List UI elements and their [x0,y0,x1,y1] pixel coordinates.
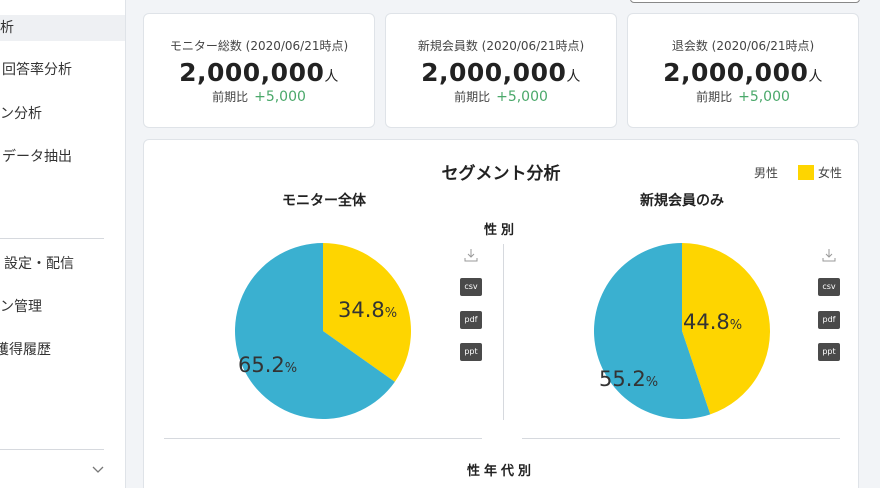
sidebar-item-label: 獲得履歴 [0,342,51,358]
chart-legend: 男性 女性 [754,164,842,181]
sidebar-item-label: 設定・配信 [4,256,74,272]
pct-unit: % [645,375,659,390]
stat-label: モニター総数 (2020/06/21時点) [169,39,349,53]
stat-delta: 前期比 +5,000 [628,88,858,105]
stat-unit: 人 [808,69,823,85]
stat-value: 2,000,000人 [628,58,858,87]
pdf-button[interactable]: pdf [460,311,482,329]
pie-slice-male [594,243,711,419]
age-gender-heading: 性年代別 [466,464,535,479]
sidebar-item-label: ン分析 [0,106,42,122]
delta-label: 前期比 [212,90,249,104]
stat-label: 新規会員数 (2020/06/21時点) [417,39,585,53]
pct-unit: % [384,306,398,321]
pct-unit: % [729,318,743,333]
column-divider [503,244,504,420]
pct-value: 34.8 [338,298,385,322]
legend-label-male: 男性 [753,166,778,180]
download-icon[interactable] [460,248,482,266]
column-title-new: 新規会員のみ [640,193,724,209]
sidebar-divider [0,238,104,239]
stat-delta: 前期比 +5,000 [144,88,374,105]
legend-label-female: 女性 [817,166,842,180]
pdf-button[interactable]: pdf [818,311,840,329]
sidebar-item-segment-analysis[interactable]: ン分析 [0,101,42,127]
pct-value: 55.2 [599,367,646,391]
pct-value: 44.8 [683,310,730,334]
stat-number: 2,000,000 [421,58,567,87]
stat-number: 2,000,000 [179,58,325,87]
column-title-all: モニター全体 [282,193,366,209]
pie-slice-male [235,243,395,419]
segment-analysis-panel: セグメント分析 男性 女性 モニター全体 新規会員のみ 性別 65.2% 34.… [143,139,859,488]
gender-heading: 性別 [483,223,518,238]
delta-label: 前期比 [696,90,733,104]
pie-slice-female [323,243,411,382]
pct-value: 65.2 [238,353,285,377]
ppt-button[interactable]: ppt [818,343,840,361]
download-icon[interactable] [818,248,840,266]
delta-value: +5,000 [738,89,790,105]
stat-card-monitors: モニター総数 (2020/06/21時点) 2,000,000人 前期比 +5,0… [143,13,375,128]
delta-label: 前期比 [454,90,491,104]
stat-card-new-members: 新規会員数 (2020/06/21時点) 2,000,000人 前期比 +5,00… [385,13,617,128]
sidebar-item-label: データ抽出 [2,149,72,165]
pie-chart-all [235,243,411,419]
stat-unit: 人 [324,69,339,85]
sidebar-item-label: 回答率分析 [2,62,72,78]
stat-delta: 前期比 +5,000 [386,88,616,105]
stat-card-withdrawals: 退会数 (2020/06/21時点) 2,000,000人 前期比 +5,000 [627,13,859,128]
pie-label-female-all: 34.8% [338,298,397,322]
chevron-down-icon[interactable] [92,462,104,478]
ppt-button[interactable]: ppt [460,343,482,361]
sidebar-item-settings-delivery[interactable]: 設定・配信 [4,251,74,277]
csv-button[interactable]: csv [460,278,482,296]
pct-unit: % [284,361,298,376]
delta-value: +5,000 [496,89,548,105]
csv-button[interactable]: csv [818,278,840,296]
sidebar-divider [0,449,104,450]
pie-slice-female [682,243,770,415]
pie-label-male-all: 65.2% [238,353,297,377]
top-select[interactable] [630,0,860,3]
stat-unit: 人 [566,69,581,85]
delta-value: +5,000 [254,89,306,105]
sidebar-item-history[interactable]: 獲得履歴 [0,337,51,363]
pie-chart-new [594,243,770,419]
sidebar-item-analysis[interactable]: 析 [0,15,125,41]
sidebar-item-response-rate[interactable]: 回答率分析 [2,57,72,83]
sidebar: 析 回答率分析 ン分析 データ抽出 設定・配信 ン管理 獲得履歴 [0,0,126,488]
segment-title: セグメント分析 [441,164,561,184]
sidebar-item-data-extract[interactable]: データ抽出 [2,144,72,170]
stat-value: 2,000,000人 [386,58,616,87]
sidebar-item-label: ン管理 [0,299,42,315]
pie-label-male-new: 55.2% [599,367,658,391]
legend-swatch-female [797,165,814,180]
stat-value: 2,000,000人 [144,58,374,87]
stat-label: 退会数 (2020/06/21時点) [671,39,815,53]
pie-label-female-new: 44.8% [683,310,742,334]
stat-number: 2,000,000 [663,58,809,87]
section-divider [164,438,482,439]
sidebar-item-management[interactable]: ン管理 [0,294,42,320]
sidebar-item-label: 析 [0,20,14,36]
section-divider [522,438,840,439]
